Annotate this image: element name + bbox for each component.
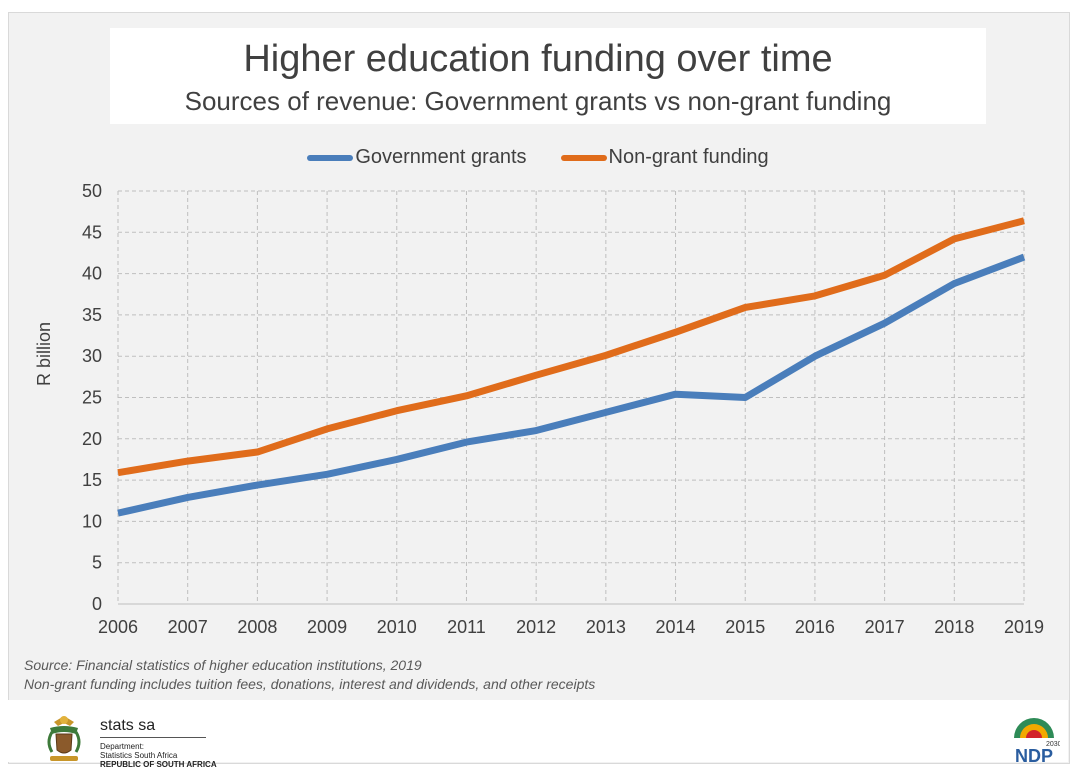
- y-tick-label: 10: [82, 511, 102, 531]
- x-tick-label: 2018: [934, 617, 974, 637]
- x-tick-label: 2017: [865, 617, 905, 637]
- series-line-government-grants: [117, 253, 1026, 517]
- chart-title: Higher education funding over time: [243, 38, 833, 80]
- x-tick-label: 2006: [98, 617, 138, 637]
- stats-sa-divider: [100, 737, 206, 738]
- title-band: [110, 28, 986, 124]
- stats-sa-name: stats sa: [100, 717, 156, 734]
- y-tick-label: 45: [82, 222, 102, 242]
- y-tick-label: 5: [92, 553, 102, 573]
- source-note: Source: Financial statistics of higher e…: [24, 657, 422, 673]
- x-tick-label: 2007: [168, 617, 208, 637]
- x-tick-label: 2010: [377, 617, 417, 637]
- y-tick-label: 30: [82, 346, 102, 366]
- y-tick-label: 50: [82, 181, 102, 201]
- stats-sa-department: Department: Statistics South Africa REPU…: [100, 742, 217, 769]
- x-tick-label: 2019: [1004, 617, 1044, 637]
- ndp-text: NDP: [1015, 746, 1053, 766]
- x-tick-label: 2008: [237, 617, 277, 637]
- legend-item-government-grants: Government grants: [307, 146, 527, 169]
- x-tick-label: 2009: [307, 617, 347, 637]
- series-lines: [117, 217, 1026, 517]
- line-chart: 0 5 10 15 20 25 30 35 40 45 50 2006 2007 2008 2009 201…: [82, 181, 1044, 637]
- legend-swatch-government-grants: [307, 154, 354, 161]
- x-tick-label: 2013: [586, 617, 626, 637]
- legend-item-non-grant-funding: Non-grant funding: [560, 146, 769, 169]
- y-tick-label: 25: [82, 388, 102, 408]
- ndp-year: 2030: [1046, 741, 1060, 748]
- x-tick-label: 2011: [447, 617, 486, 637]
- x-tick-label: 2016: [795, 617, 835, 637]
- chart-notes: Source: Financial statistics of higher e…: [24, 656, 595, 694]
- coat-of-arms-logo: [47, 716, 81, 761]
- gridlines: [117, 190, 1025, 605]
- chart-card: [8, 12, 1070, 764]
- y-tick-label: 40: [82, 264, 102, 284]
- legend-label-non-grant-funding: Non-grant funding: [608, 146, 769, 168]
- y-tick-label: 15: [82, 470, 102, 490]
- footnote: Non-grant funding includes tuition fees,…: [24, 676, 596, 692]
- y-axis-label: R billion: [34, 321, 54, 386]
- x-tick-label: 2015: [725, 617, 765, 637]
- y-tick-label: 0: [92, 594, 102, 614]
- y-tick-label: 35: [82, 305, 102, 325]
- legend-label-government-grants: Government grants: [355, 146, 527, 168]
- chart-subtitle: Sources of revenue: Government grants vs…: [184, 86, 892, 116]
- legend-swatch-non-grant-funding: [560, 154, 607, 161]
- x-axis-ticks: 2006 2007 2008 2009 2010 2011 2012 2013 2014 2015…: [98, 617, 1044, 637]
- x-tick-label: 2014: [656, 617, 696, 637]
- footer: [8, 700, 1068, 762]
- y-tick-label: 20: [82, 429, 102, 449]
- series-line-non-grant-funding: [117, 217, 1025, 477]
- x-tick-label: 2012: [516, 617, 556, 637]
- legend: Government grants Non-grant funding: [0, 146, 1076, 169]
- y-axis-ticks: 0 5 10 15 20 25 30 35 40 45 50: [82, 181, 102, 614]
- ndp-2030-logo: 2030 NDP: [1014, 718, 1060, 766]
